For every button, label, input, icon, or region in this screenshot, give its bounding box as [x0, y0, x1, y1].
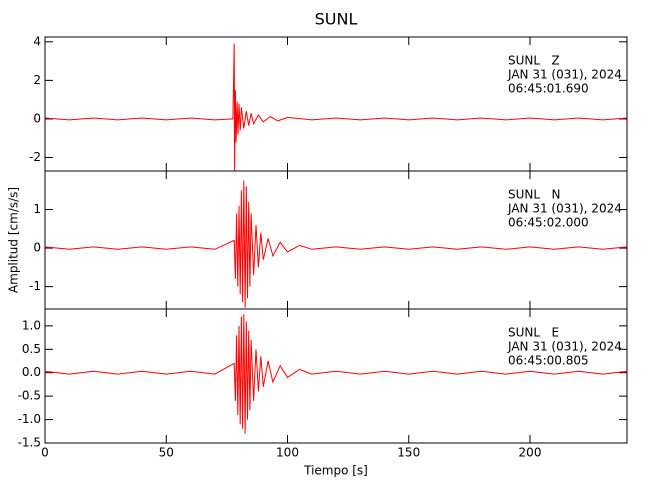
annotation: 06:45:02.000 — [508, 216, 589, 230]
waveform — [44, 43, 628, 172]
x-tick-label: 100 — [276, 446, 299, 460]
y-tick-label: -1.5 — [18, 436, 41, 450]
annotation: 06:45:01.690 — [508, 82, 589, 96]
x-tick-label: 200 — [519, 446, 542, 460]
y-tick-label: -2 — [29, 150, 41, 164]
annotation: JAN 31 (031), 2024 — [507, 68, 622, 82]
y-axis-label: Amplitud [cm/s/s] — [7, 187, 21, 293]
waveform — [44, 314, 628, 434]
y-tick-label: 0 — [33, 241, 41, 255]
y-tick-label: 2 — [33, 73, 41, 87]
annotation: SUNL N — [508, 188, 560, 202]
annotation: SUNL Z — [508, 54, 560, 68]
y-tick-label: 1 — [33, 202, 41, 216]
waveform — [44, 180, 628, 308]
y-tick-label: 0 — [33, 111, 41, 125]
y-tick-label: 1.0 — [22, 318, 41, 332]
y-tick-label: -0.5 — [18, 389, 41, 403]
x-tick-label: 150 — [397, 446, 420, 460]
annotation: SUNL E — [508, 326, 559, 340]
annotation: JAN 31 (031), 2024 — [507, 340, 622, 354]
panel-frame — [44, 308, 628, 444]
y-tick-label: 0.5 — [22, 342, 41, 356]
y-tick-label: 4 — [33, 34, 41, 48]
annotation: JAN 31 (031), 2024 — [507, 202, 622, 216]
y-tick-label: -1.0 — [18, 412, 41, 426]
annotation: 06:45:00.805 — [508, 354, 589, 368]
chart-title: SUNL — [315, 10, 358, 29]
y-tick-label: -1 — [29, 279, 41, 293]
x-tick-label: 50 — [159, 446, 174, 460]
x-axis-label: Tiempo [s] — [303, 464, 368, 478]
y-tick-label: 0.0 — [22, 365, 41, 379]
x-tick-label: 0 — [41, 446, 49, 460]
